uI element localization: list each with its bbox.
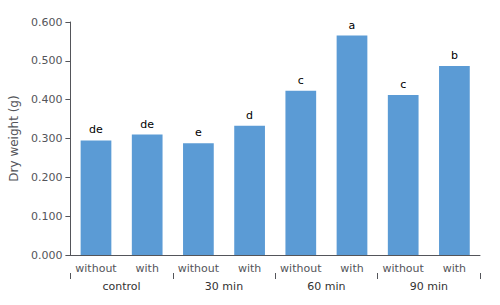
- svg-text:without: without: [75, 262, 117, 275]
- svg-text:b: b: [451, 49, 458, 62]
- svg-text:control: control: [103, 280, 141, 293]
- svg-text:without: without: [178, 262, 220, 275]
- svg-text:with: with: [340, 262, 363, 275]
- svg-text:0.100: 0.100: [31, 210, 63, 223]
- svg-text:c: c: [298, 74, 304, 87]
- svg-text:0.200: 0.200: [31, 171, 63, 184]
- svg-text:Dry weight (g): Dry weight (g): [7, 95, 21, 181]
- svg-text:without: without: [383, 262, 425, 275]
- svg-text:90 min: 90 min: [410, 280, 448, 293]
- svg-text:0.600: 0.600: [31, 16, 63, 29]
- svg-text:d: d: [246, 109, 253, 122]
- svg-text:c: c: [400, 78, 406, 91]
- svg-text:with: with: [136, 262, 159, 275]
- svg-text:e: e: [195, 126, 202, 139]
- svg-text:a: a: [349, 19, 356, 32]
- svg-text:de: de: [140, 118, 154, 131]
- svg-text:0.400: 0.400: [31, 93, 63, 106]
- svg-text:60 min: 60 min: [307, 280, 345, 293]
- svg-text:without: without: [280, 262, 322, 275]
- svg-text:with: with: [443, 262, 466, 275]
- svg-text:de: de: [89, 123, 103, 136]
- svg-text:0.300: 0.300: [31, 132, 63, 145]
- svg-text:0.000: 0.000: [31, 249, 63, 262]
- svg-text:0.500: 0.500: [31, 54, 63, 67]
- svg-text:30 min: 30 min: [205, 280, 243, 293]
- svg-text:with: with: [238, 262, 261, 275]
